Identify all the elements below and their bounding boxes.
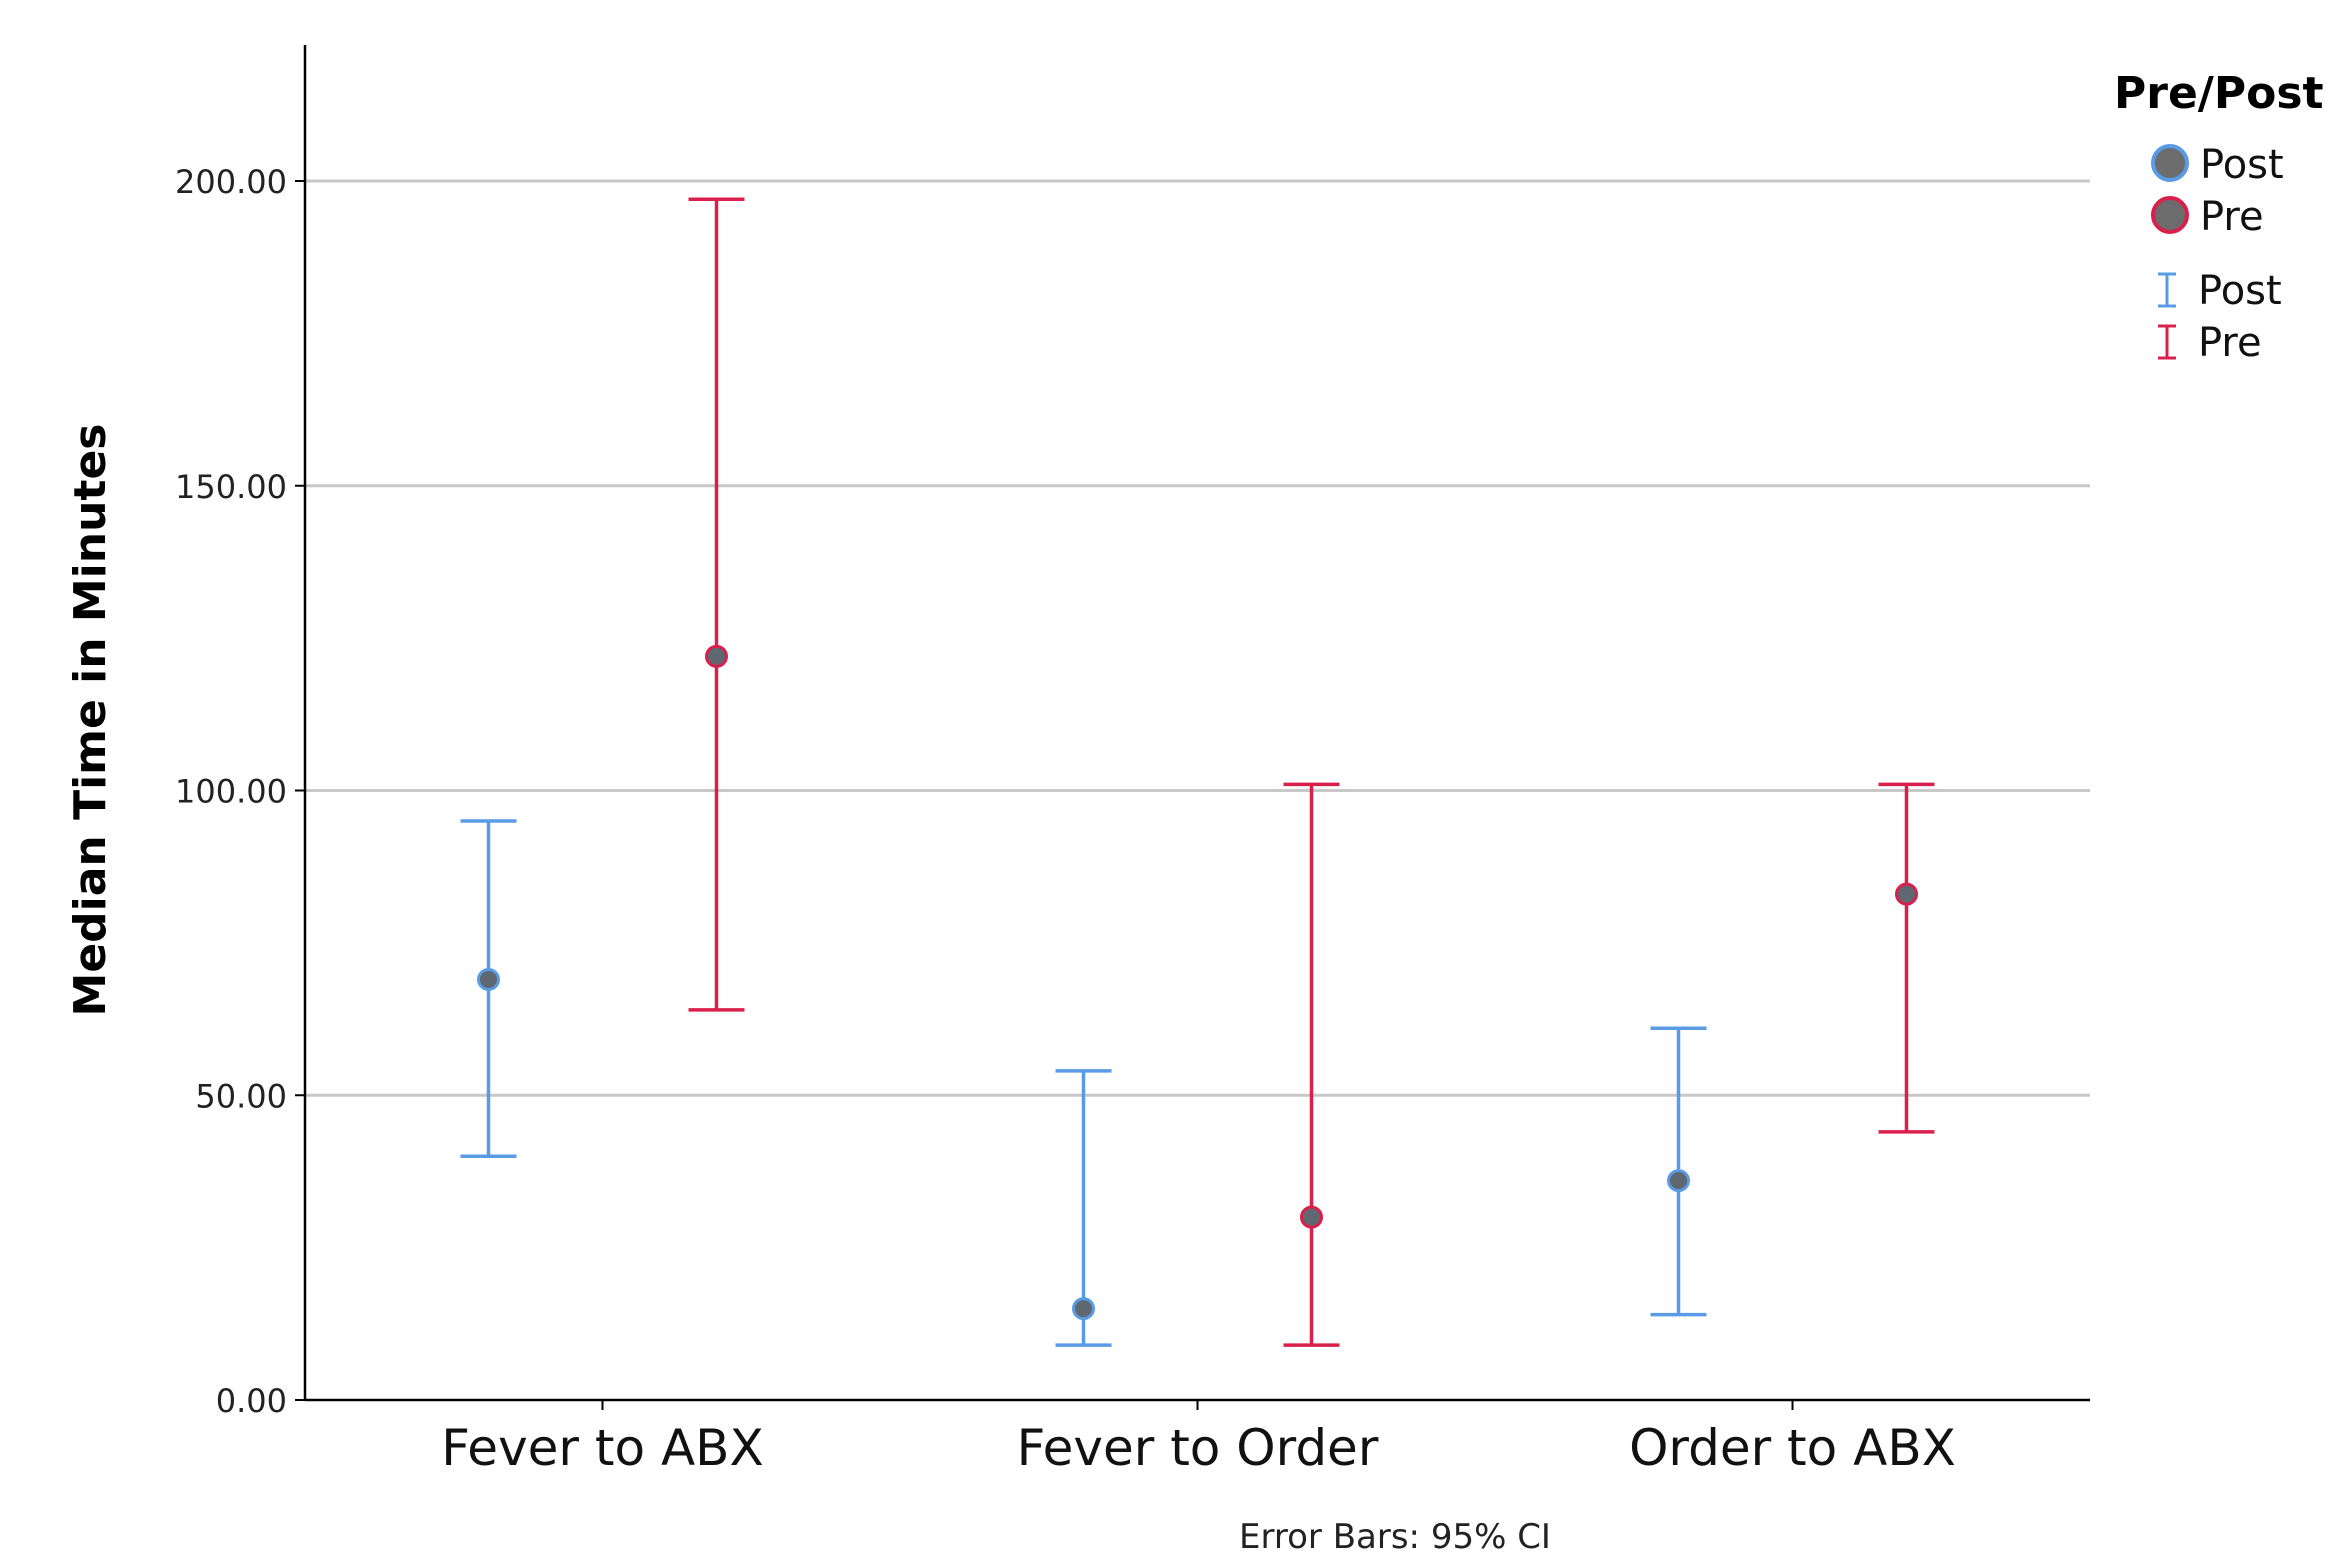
- gridlines: [305, 179, 2090, 1097]
- y-tick-label: 200.00: [175, 163, 287, 201]
- legend-label: Post: [2198, 268, 2282, 314]
- median-point-post: [1072, 1297, 1095, 1321]
- y-tick-labels: 0.00 50.00 100.00 150.00 200.00: [175, 163, 287, 1420]
- y-tick-label: 0.00: [216, 1382, 287, 1420]
- legend-label: Pre: [2198, 320, 2262, 366]
- series-pre: [688, 197, 1935, 1347]
- median-point-pre: [705, 644, 728, 668]
- y-tick-label: 50.00: [195, 1077, 287, 1115]
- median-point-post: [477, 967, 500, 991]
- median-point-pre: [1895, 882, 1918, 906]
- legend-marker-pre: [2151, 196, 2189, 234]
- error-bars-footnote: Error Bars: 95% CI: [1239, 1517, 1551, 1549]
- x-tick-label: Order to ABX: [1629, 1419, 1956, 1477]
- legend-title: Pre/Post: [2114, 68, 2324, 119]
- legend-label: Pre: [2200, 194, 2264, 240]
- x-tick-label: Fever to Order: [1017, 1419, 1379, 1477]
- data-series: [460, 197, 1935, 1347]
- median-point-pre: [1300, 1205, 1323, 1229]
- series-post: [460, 819, 1707, 1347]
- x-tick-label: Fever to ABX: [441, 1419, 763, 1477]
- x-tick-labels: Fever to ABX Fever to Order Order to ABX: [441, 1419, 1956, 1477]
- legend-marker-post: [2151, 144, 2189, 182]
- legend: Pre/Post Post Pre Post Pre: [2114, 68, 2324, 366]
- median-point-post: [1667, 1169, 1690, 1193]
- y-axis-label: Median Time in Minutes: [65, 424, 116, 1017]
- y-tick-label: 100.00: [175, 773, 287, 811]
- y-tick-label: 150.00: [175, 468, 287, 506]
- axes: [295, 45, 2090, 1410]
- legend-label: Post: [2200, 142, 2284, 188]
